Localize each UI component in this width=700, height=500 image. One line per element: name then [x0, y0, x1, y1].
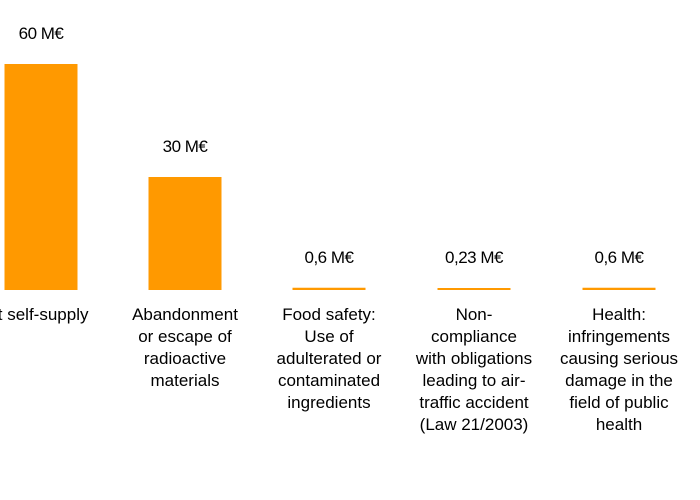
category-label-line: damage in the	[565, 371, 673, 390]
category-label-line: infringements	[567, 327, 671, 346]
category-label-1: Abandonment or escape of radioactive materi…	[115, 304, 255, 392]
category-label-line: adulterated or	[276, 349, 382, 368]
category-label-line: it self-supply	[0, 305, 89, 324]
category-label-line: or escape of	[138, 327, 232, 346]
category-label-2: Food safety: Use of adulterated or contamin…	[259, 304, 399, 414]
data-label-1: 30 M€	[162, 137, 208, 156]
data-label-2: 0,6 M€	[304, 247, 354, 267]
category-label-line: traffic accident	[419, 393, 529, 412]
category-label-line: radioactive	[143, 349, 227, 368]
category-label-line: field of public	[569, 393, 669, 412]
category-label-4: Health: infringements causing serious damag…	[549, 304, 689, 436]
category-label-line: materials	[150, 371, 220, 390]
data-label-3: 0,23 M€	[445, 248, 503, 267]
category-label-line: Non-	[455, 305, 493, 324]
bar-4	[582, 287, 656, 290]
bar-3	[437, 288, 511, 290]
bar-1	[148, 177, 222, 290]
category-label-line: Abandonment	[132, 305, 238, 324]
category-label-line: ingredients	[287, 393, 371, 412]
category-label-line: causing serious	[559, 349, 679, 368]
data-label-0: 60 M€	[18, 24, 64, 43]
category-label-line: with obligations	[415, 349, 533, 368]
category-label-0: it self-supply	[0, 304, 88, 326]
category-label-line: Food safety:	[282, 305, 376, 324]
bar-0	[4, 64, 78, 290]
category-label-line: contaminated	[277, 371, 381, 390]
category-label-3: Non-compliance with obligations leading to…	[404, 304, 544, 436]
category-label-line: compliance	[431, 327, 517, 346]
category-label-line: (Law 21/2003)	[419, 415, 529, 434]
category-label-line: Health:	[592, 305, 646, 324]
bar-2	[292, 287, 366, 290]
category-label-line: health	[595, 415, 643, 434]
data-label-4: 0,6 M€	[594, 247, 644, 267]
category-label-line: leading to air-	[422, 371, 526, 390]
category-label-line: Use of	[304, 327, 354, 346]
